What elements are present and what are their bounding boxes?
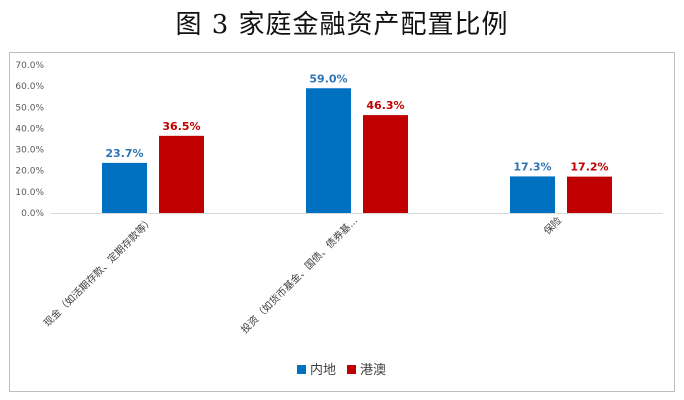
y-tick-label: 10.0% [15, 188, 44, 198]
category-label: 保险 [541, 214, 564, 237]
data-label: 17.3% [513, 160, 551, 173]
category-label: 现金（如活期存款、定期存款等） [41, 214, 156, 329]
bar [159, 135, 204, 213]
bar [510, 176, 555, 213]
data-label: 36.5% [162, 120, 200, 133]
legend-swatch [297, 365, 306, 374]
data-label: 23.7% [105, 147, 143, 160]
legend-swatch [347, 365, 356, 374]
y-tick-label: 30.0% [15, 146, 44, 156]
bar [567, 176, 612, 213]
y-tick-label: 70.0% [15, 61, 44, 71]
bar [363, 115, 408, 213]
y-tick-label: 40.0% [15, 124, 44, 134]
bar [306, 88, 351, 213]
legend-label: 内地 [310, 362, 336, 378]
bar [102, 162, 147, 213]
y-tick-label: 60.0% [15, 82, 44, 92]
figure-title: 图 3 家庭金融资产配置比例 [175, 10, 509, 40]
y-tick-label: 20.0% [15, 167, 44, 177]
y-tick-label: 50.0% [15, 103, 44, 113]
legend-label: 港澳 [360, 362, 386, 378]
data-label: 59.0% [309, 72, 347, 85]
y-tick-label: 0.0% [21, 209, 44, 219]
data-label: 46.3% [366, 99, 404, 112]
category-label: 投资（如货币基金、国债、债券基... [238, 214, 360, 336]
data-label: 17.2% [570, 161, 608, 174]
